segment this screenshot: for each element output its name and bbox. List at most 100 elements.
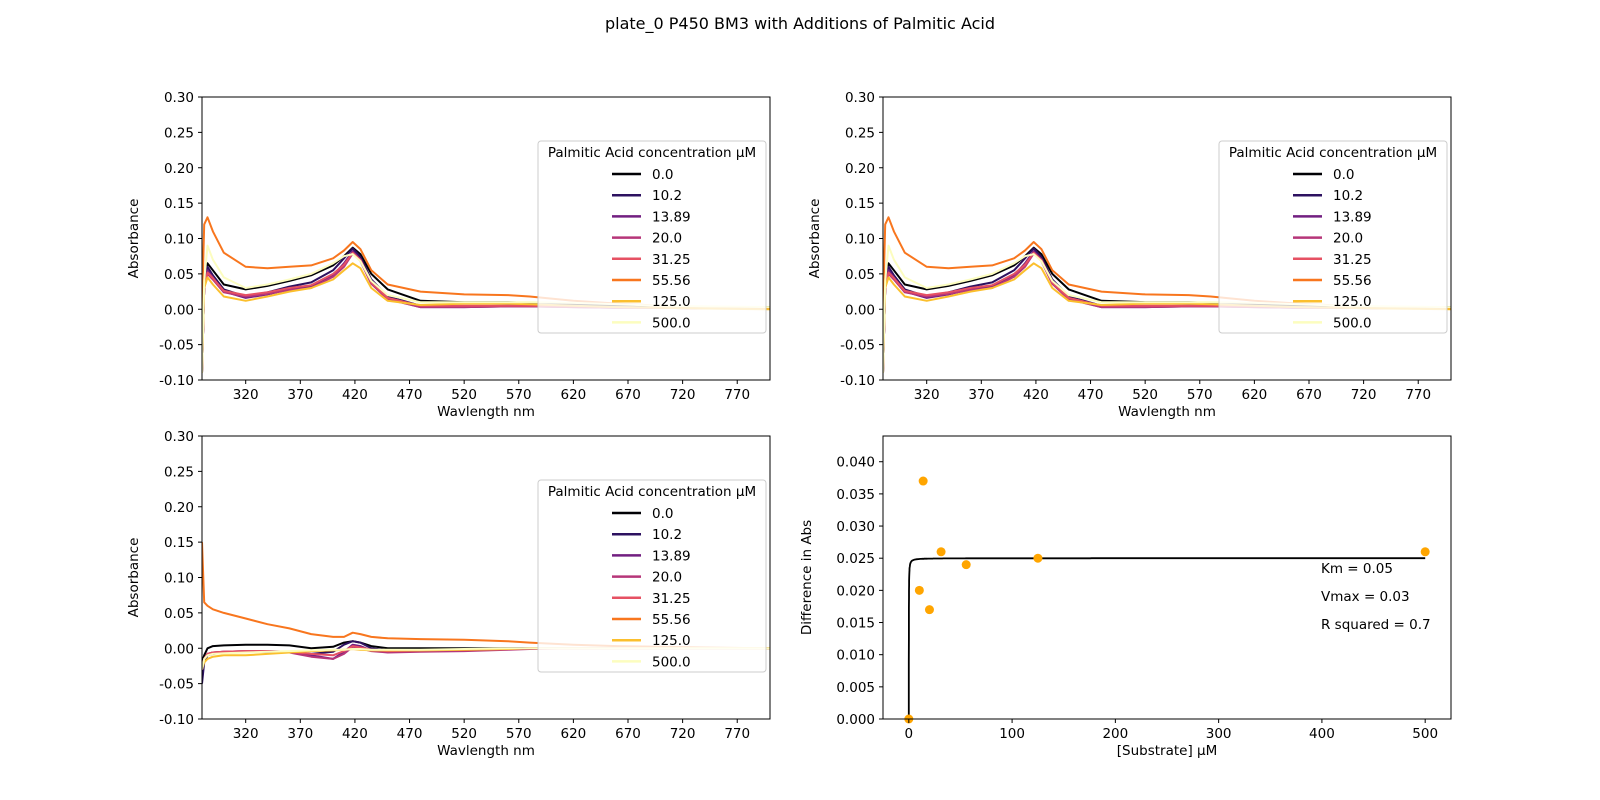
legend-entry-label: 0.0 bbox=[652, 167, 673, 183]
legend-entry-label: 31.25 bbox=[652, 252, 691, 268]
x-tick-label: 570 bbox=[1187, 387, 1213, 403]
x-tick-label: 420 bbox=[342, 726, 368, 742]
legend-title: Palmitic Acid concentration µM bbox=[548, 484, 756, 500]
x-tick-label: 620 bbox=[560, 726, 586, 742]
x-tick-label: 770 bbox=[724, 726, 750, 742]
y-tick-label: 0.20 bbox=[164, 161, 194, 177]
y-tick-label: 0.020 bbox=[836, 583, 875, 599]
y-tick-label: -0.10 bbox=[840, 373, 875, 389]
y-tick-label: 0.10 bbox=[845, 232, 875, 248]
data-point bbox=[924, 605, 934, 615]
y-tick-label: 0.05 bbox=[164, 267, 194, 283]
x-tick-label: 370 bbox=[287, 387, 313, 403]
x-tick-label: 500 bbox=[1412, 726, 1438, 742]
y-axis-label: Absorbance bbox=[126, 199, 142, 279]
x-tick-label: 470 bbox=[397, 726, 423, 742]
y-tick-label: 0.00 bbox=[164, 302, 194, 318]
legend: Palmitic Acid concentration µM 0.0 10.2 13.… bbox=[537, 140, 767, 334]
data-point bbox=[1420, 547, 1430, 557]
x-tick-label: 370 bbox=[968, 387, 994, 403]
legend-entry-label: 10.2 bbox=[652, 188, 682, 204]
x-axis-label: Wavlength nm bbox=[437, 743, 535, 759]
x-tick-label: 300 bbox=[1206, 726, 1232, 742]
y-tick-label: 0.25 bbox=[164, 125, 194, 141]
legend: Palmitic Acid concentration µM 0.0 10.2 13.… bbox=[1218, 140, 1448, 334]
legend-entry-label: 20.0 bbox=[652, 231, 682, 247]
legend-entry-label: 31.25 bbox=[1333, 252, 1372, 268]
x-tick-label: 770 bbox=[1405, 387, 1431, 403]
x-axis-label: Wavlength nm bbox=[1118, 404, 1216, 420]
x-tick-label: 370 bbox=[287, 726, 313, 742]
legend-entry-label: 125.0 bbox=[652, 633, 691, 649]
data-point bbox=[914, 585, 924, 595]
fit-annotation: R squared = 0.7 bbox=[1321, 617, 1431, 633]
y-tick-label: 0.015 bbox=[836, 616, 875, 632]
legend: Palmitic Acid concentration µM 0.0 10.2 13.… bbox=[537, 479, 767, 673]
panel-4: Km = 0.05 Vmax = 0.03 R squared = 0.7 0 100 2… bbox=[799, 435, 1452, 759]
fit-curve bbox=[907, 557, 1426, 719]
y-tick-label: 0.00 bbox=[845, 302, 875, 318]
x-tick-label: 570 bbox=[506, 726, 532, 742]
legend-box bbox=[537, 140, 767, 334]
x-tick-label: 770 bbox=[724, 387, 750, 403]
data-point bbox=[936, 547, 946, 557]
legend-entry-label: 55.56 bbox=[652, 273, 691, 289]
x-tick-label: 100 bbox=[999, 726, 1025, 742]
legend-box bbox=[537, 479, 767, 673]
x-tick-label: 720 bbox=[1351, 387, 1377, 403]
data-point bbox=[918, 476, 928, 486]
y-tick-label: 0.30 bbox=[845, 90, 875, 106]
x-tick-label: 520 bbox=[1132, 387, 1158, 403]
legend-title: Palmitic Acid concentration µM bbox=[1229, 145, 1437, 161]
fit-annotation: Km = 0.05 bbox=[1321, 561, 1393, 577]
y-tick-label: 0.20 bbox=[164, 500, 194, 516]
y-tick-label: 0.25 bbox=[845, 125, 875, 141]
plot-area bbox=[202, 216, 770, 373]
y-tick-label: 0.00 bbox=[164, 641, 194, 657]
legend-entry-label: 0.0 bbox=[652, 506, 673, 522]
data-point bbox=[1033, 553, 1043, 563]
y-tick-label: -0.05 bbox=[159, 338, 194, 354]
y-tick-label: 0.15 bbox=[845, 196, 875, 212]
legend-entry-label: 13.89 bbox=[652, 548, 691, 564]
y-tick-label: 0.10 bbox=[164, 571, 194, 587]
panel-3: 320 370 420 470 520 570 620 670 720 770 -0.10 -0.05… bbox=[126, 429, 771, 759]
x-tick-label: 320 bbox=[914, 387, 940, 403]
y-tick-label: -0.05 bbox=[159, 677, 194, 693]
x-axis-label: Wavlength nm bbox=[437, 404, 535, 420]
x-tick-label: 720 bbox=[670, 726, 696, 742]
y-tick-label: 0.000 bbox=[836, 712, 875, 728]
legend-entry-label: 20.0 bbox=[652, 570, 682, 586]
y-tick-label: 0.005 bbox=[836, 680, 875, 696]
y-tick-label: 0.040 bbox=[836, 455, 875, 471]
x-tick-label: 620 bbox=[560, 387, 586, 403]
x-tick-label: 320 bbox=[233, 387, 259, 403]
legend-entry-label: 55.56 bbox=[1333, 273, 1372, 289]
y-tick-label: 0.035 bbox=[836, 487, 875, 503]
x-tick-label: 420 bbox=[342, 387, 368, 403]
legend-entry-label: 500.0 bbox=[1333, 315, 1372, 331]
x-tick-label: 470 bbox=[1078, 387, 1104, 403]
x-tick-label: 670 bbox=[1296, 387, 1322, 403]
legend-entry-label: 13.89 bbox=[1333, 209, 1372, 225]
y-axis-label: Absorbance bbox=[807, 199, 823, 279]
plot-area bbox=[907, 557, 1426, 719]
y-tick-label: 0.25 bbox=[164, 464, 194, 480]
legend-entry-label: 10.2 bbox=[652, 527, 682, 543]
legend-entry-label: 125.0 bbox=[652, 294, 691, 310]
x-tick-label: 720 bbox=[670, 387, 696, 403]
x-tick-label: 200 bbox=[1102, 726, 1128, 742]
legend-box bbox=[1218, 140, 1448, 334]
y-axis-label: Difference in Abs bbox=[799, 520, 815, 635]
panel-2: 320 370 420 470 520 570 620 670 720 770 -0.10 -0.05… bbox=[807, 90, 1452, 420]
legend-entry-label: 0.0 bbox=[1333, 167, 1354, 183]
y-tick-label: 0.30 bbox=[164, 90, 194, 106]
legend-entry-label: 500.0 bbox=[652, 315, 691, 331]
x-tick-label: 400 bbox=[1309, 726, 1335, 742]
y-tick-label: 0.05 bbox=[845, 267, 875, 283]
fit-annotation: Vmax = 0.03 bbox=[1321, 589, 1410, 605]
y-axis-label: Absorbance bbox=[126, 538, 142, 618]
legend-entry-label: 55.56 bbox=[652, 612, 691, 628]
x-tick-label: 670 bbox=[615, 387, 641, 403]
